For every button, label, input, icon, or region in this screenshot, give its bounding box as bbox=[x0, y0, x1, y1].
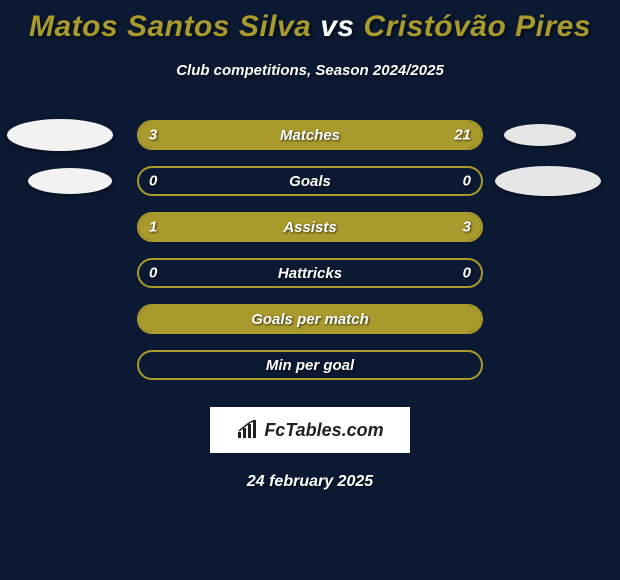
stat-row: Goals per match bbox=[0, 303, 620, 335]
avatar-placeholder bbox=[495, 166, 601, 196]
date-text: 24 february 2025 bbox=[0, 473, 620, 491]
stat-bar-frame: Goals per match bbox=[137, 304, 483, 334]
stat-label: Goals per match bbox=[139, 306, 481, 332]
stat-label: Hattricks bbox=[139, 260, 481, 286]
title-player2: Cristóvão Pires bbox=[363, 10, 591, 43]
avatar-placeholder bbox=[7, 119, 113, 151]
stat-bar-frame: 321Matches bbox=[137, 120, 483, 150]
brand-badge: FcTables.com bbox=[210, 407, 410, 453]
stat-label: Matches bbox=[139, 122, 481, 148]
title-vs: vs bbox=[320, 10, 354, 43]
stat-row: 00Hattricks bbox=[0, 257, 620, 289]
stat-label: Min per goal bbox=[139, 352, 481, 378]
stat-row: Min per goal bbox=[0, 349, 620, 381]
stats-rows: 321Matches 00Goals 13Assists 00Hattricks Goa… bbox=[0, 119, 620, 381]
page-title: Matos Santos Silva vs Cristóvão Pires bbox=[0, 0, 620, 44]
subtitle: Club competitions, Season 2024/2025 bbox=[0, 62, 620, 79]
bar-chart-icon bbox=[236, 420, 260, 440]
avatar-placeholder bbox=[504, 124, 576, 146]
stat-bar-frame: 00Goals bbox=[137, 166, 483, 196]
stat-label: Assists bbox=[139, 214, 481, 240]
avatar-placeholder bbox=[28, 168, 112, 194]
stat-bar-frame: Min per goal bbox=[137, 350, 483, 380]
stat-row: 13Assists bbox=[0, 211, 620, 243]
brand-text: FcTables.com bbox=[264, 420, 383, 441]
stat-label: Goals bbox=[139, 168, 481, 194]
stat-bar-frame: 13Assists bbox=[137, 212, 483, 242]
title-player1: Matos Santos Silva bbox=[29, 10, 311, 43]
stat-bar-frame: 00Hattricks bbox=[137, 258, 483, 288]
